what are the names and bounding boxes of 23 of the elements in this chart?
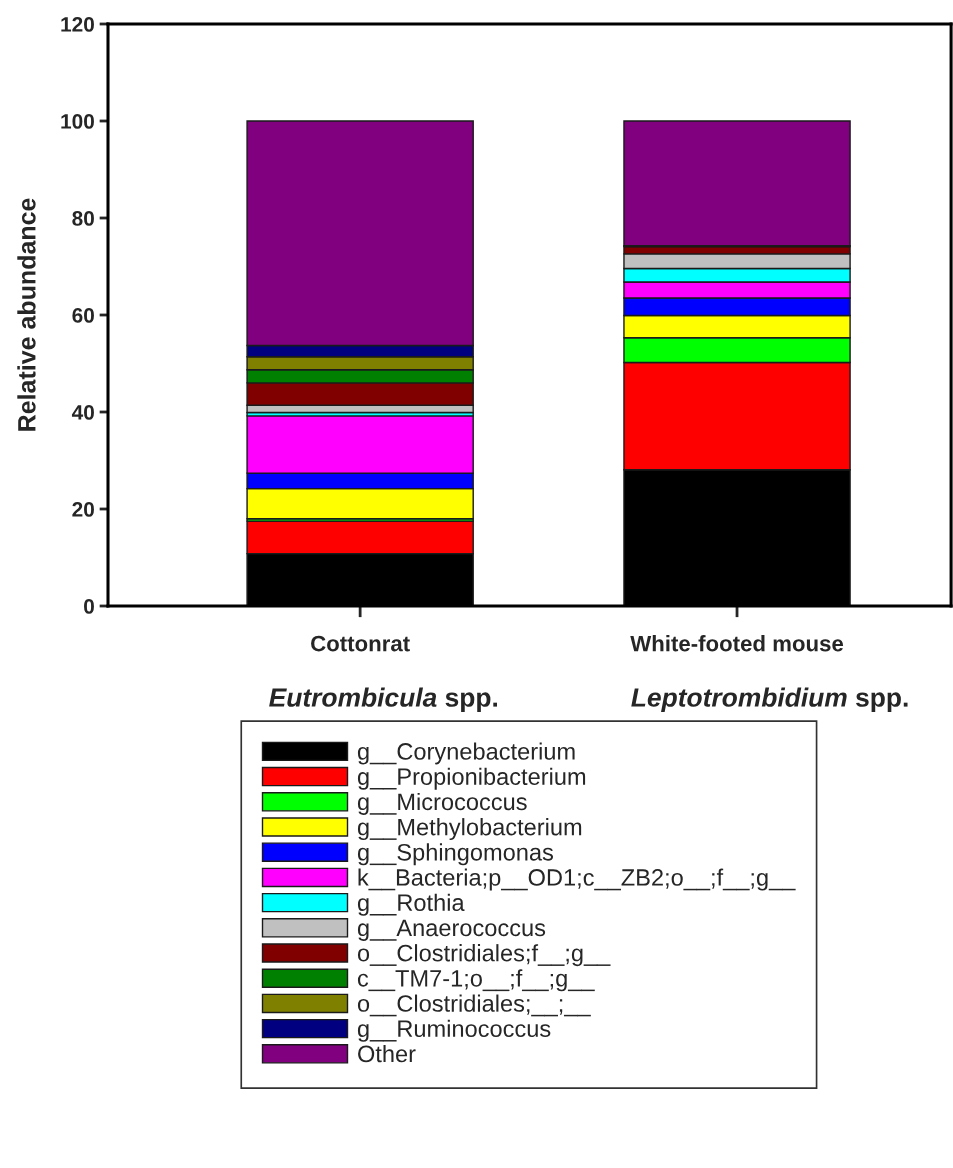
legend-label: g__Corynebacterium	[357, 742, 575, 765]
legend-label: Other	[358, 1044, 416, 1063]
legend-label: c__TM7-1;o__;f__;g__	[357, 969, 595, 992]
legend-label: g__Ruminococcus	[357, 1019, 551, 1042]
legend-label: k__Bacteria;p__OD1;c__ZB2;o__;f__;g__	[358, 868, 796, 891]
legend-label: o__Clostridiales;__;__	[357, 994, 591, 1017]
legend-label: g__Methylobacterium	[357, 818, 582, 841]
legend-label: g__Rothia	[357, 893, 465, 916]
y-tick-label: 0	[84, 599, 94, 614]
legend-label: g__Propionibacterium	[357, 767, 586, 790]
y-axis-title: Relative abundance	[17, 198, 36, 431]
y-tick-label: 40	[71, 405, 94, 420]
y-tick-label: 120	[61, 17, 94, 32]
y-tick-label: 20	[72, 502, 94, 517]
y-tick-label: 80	[72, 211, 94, 226]
y-tick-label: 100	[61, 114, 94, 129]
category-label: White-footed mouse Leptotrombidium spp.	[630, 635, 908, 713]
y-tick-label: 60	[72, 308, 94, 323]
legend-label: o__Clostridiales;f__;g__	[357, 944, 611, 967]
legend-label: g__Micrococcus	[357, 792, 527, 815]
legend-label: g__Anaerococcus	[357, 919, 546, 941]
category-label: Cottonrat Eutrombicula spp.	[269, 635, 498, 713]
legend-label: g__Sphingomonas	[357, 843, 554, 866]
